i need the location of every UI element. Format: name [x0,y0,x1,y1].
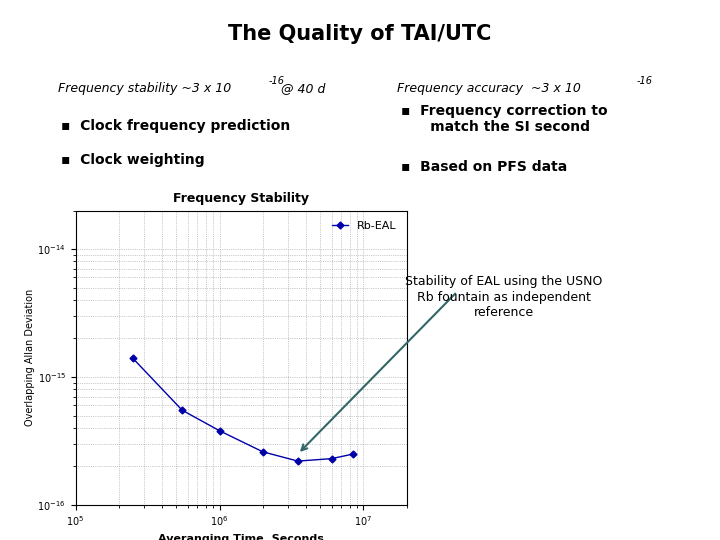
Rb-EAL [294,458,302,464]
Text: Frequency stability ~3 x 10: Frequency stability ~3 x 10 [58,82,231,95]
Text: Frequency accuracy  ~3 x 10: Frequency accuracy ~3 x 10 [397,82,581,95]
Rb-EAL [215,428,224,434]
Text: -16: -16 [269,76,284,86]
Rb-EAL [178,407,186,414]
Text: @ 40 d: @ 40 d [277,82,325,95]
Text: ▪  Clock frequency prediction: ▪ Clock frequency prediction [61,119,290,133]
Line: Rb-EAL: Rb-EAL [130,356,356,463]
Y-axis label: Overlapping Allan Deviation: Overlapping Allan Deviation [24,289,35,427]
X-axis label: Averanging Time, Seconds: Averanging Time, Seconds [158,534,324,540]
Rb-EAL [129,355,138,362]
Rb-EAL [349,451,358,457]
Legend: Rb-EAL: Rb-EAL [327,216,401,235]
Text: ▪  Clock weighting: ▪ Clock weighting [61,153,204,167]
Rb-EAL [258,449,267,455]
Rb-EAL [327,455,336,462]
Text: -16: -16 [637,76,653,86]
Text: Stability of EAL using the USNO
Rb fountain as independent
reference: Stability of EAL using the USNO Rb fount… [405,275,603,319]
Text: The Quality of TAI/UTC: The Quality of TAI/UTC [228,24,492,44]
Title: Frequency Stability: Frequency Stability [174,192,309,205]
Text: ▪  Frequency correction to
      match the SI second: ▪ Frequency correction to match the SI s… [400,104,607,134]
Text: ▪  Based on PFS data: ▪ Based on PFS data [400,160,567,174]
